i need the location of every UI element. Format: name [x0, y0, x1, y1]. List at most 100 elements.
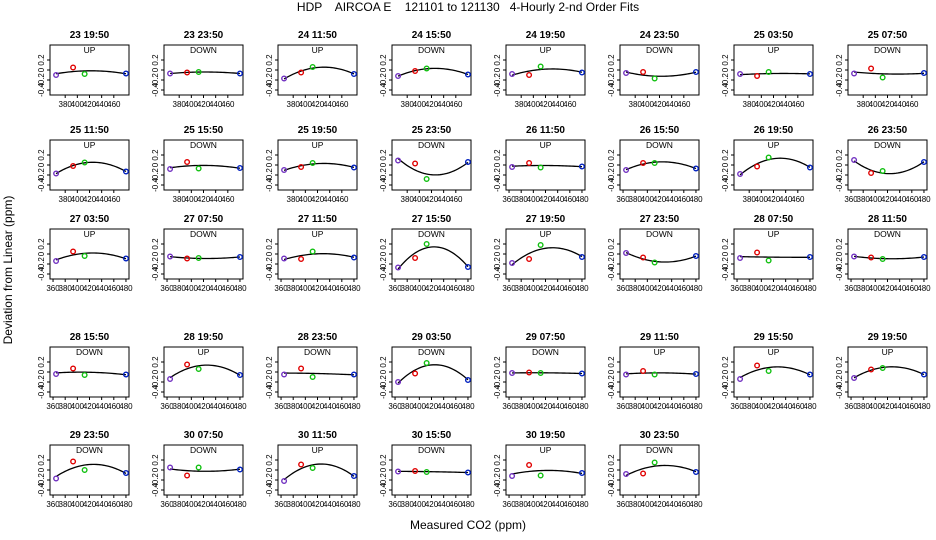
- x-tick-label: 460: [791, 284, 805, 293]
- data-point: [236, 466, 243, 473]
- x-tick-label: 360: [388, 402, 402, 411]
- data-point: [395, 379, 402, 386]
- x-tick-label: 400: [413, 100, 427, 109]
- data-point: [640, 368, 647, 375]
- y-tick-label: -0.2: [37, 73, 46, 87]
- x-tick-label: 400: [299, 195, 313, 204]
- panel: 29 15:50 UP -0.4-0.200.2 360380400420440460…: [721, 332, 817, 411]
- data-point: [412, 254, 419, 261]
- x-tick-label: 440: [95, 284, 109, 293]
- y-tick-label: 0: [37, 251, 46, 256]
- x-tick-label: 440: [209, 195, 223, 204]
- x-tick-label: 400: [185, 195, 199, 204]
- x-tick-label: 480: [119, 402, 133, 411]
- panel: 29 11:50 UP -0.4-0.200.2 360380400420440460…: [607, 332, 703, 411]
- panel: 29 19:50 UP -0.4-0.200.2 360380400420440460…: [835, 332, 931, 411]
- panel-direction-label: DOWN: [418, 229, 445, 239]
- x-tick-label: 420: [311, 402, 325, 411]
- data-point: [464, 158, 471, 165]
- panel-direction-label: DOWN: [646, 45, 673, 55]
- panel: 26 23:50DOWN-0.4-0.200.23603804004204404…: [835, 125, 931, 204]
- fit-curve: [626, 372, 697, 375]
- data-point: [423, 469, 430, 476]
- x-tick-label: 400: [755, 100, 769, 109]
- x-tick-label: 440: [665, 284, 679, 293]
- x-tick-label: 460: [677, 100, 691, 109]
- y-tick-label: 0: [265, 467, 274, 472]
- data-point: [526, 71, 533, 78]
- x-tick-label: 460: [107, 100, 121, 109]
- data-point: [623, 249, 630, 256]
- y-tick-label: 0: [493, 251, 502, 256]
- y-tick-label: 0.2: [37, 54, 46, 66]
- x-tick-label: 460: [449, 195, 463, 204]
- x-tick-label: 360: [844, 195, 858, 204]
- y-tick-label: -0.4: [607, 483, 616, 497]
- data-point: [464, 71, 471, 78]
- panel: 30 19:50 UP -0.4-0.200.2 360380400420440460…: [493, 430, 589, 509]
- x-tick-label: 360: [616, 402, 630, 411]
- panel-title: 27 15:50: [412, 214, 452, 225]
- fit-curve: [55, 252, 127, 261]
- x-tick-label: 360: [388, 284, 402, 293]
- data-point: [53, 475, 60, 482]
- x-tick-label: 420: [83, 195, 97, 204]
- x-tick-label: 420: [539, 500, 553, 509]
- data-point: [53, 71, 60, 78]
- x-tick-label: 440: [95, 100, 109, 109]
- y-tick-label: 0.2: [493, 356, 502, 368]
- x-tick-label: 480: [803, 402, 817, 411]
- x-tick-label: 460: [221, 402, 235, 411]
- x-tick-label: 420: [539, 402, 553, 411]
- panel-title: 23 19:50: [70, 30, 110, 41]
- x-tick-label: 360: [844, 402, 858, 411]
- x-tick-label: 360: [502, 500, 516, 509]
- x-tick-label: 380: [59, 195, 73, 204]
- x-tick-label: 400: [527, 100, 541, 109]
- x-tick-label: 400: [299, 100, 313, 109]
- data-point: [526, 462, 533, 469]
- data-point: [81, 252, 88, 259]
- x-tick-label: 420: [653, 500, 667, 509]
- y-tick-label: 0.2: [37, 454, 46, 466]
- y-tick-label: -0.4: [379, 385, 388, 399]
- fit-curve: [397, 158, 469, 176]
- fit-curve: [56, 371, 127, 376]
- panel-direction-label: DOWN: [874, 140, 901, 150]
- x-tick-label: 400: [527, 195, 541, 204]
- y-tick-label: -0.2: [151, 168, 160, 182]
- fit-curve: [169, 164, 241, 169]
- x-tick-label: 400: [527, 284, 541, 293]
- data-point: [81, 467, 88, 474]
- x-tick-label: 380: [401, 500, 415, 509]
- y-tick-label: 0.2: [151, 356, 160, 368]
- data-point: [236, 253, 243, 260]
- data-point: [509, 70, 516, 77]
- data-point: [167, 376, 174, 383]
- y-tick-label: -0.4: [151, 385, 160, 399]
- y-tick-label: 0: [151, 162, 160, 167]
- x-tick-label: 460: [791, 195, 805, 204]
- panel-direction-label: DOWN: [418, 347, 445, 357]
- x-tick-label: 460: [221, 500, 235, 509]
- panel-direction-label: UP: [84, 45, 96, 55]
- x-tick-label: 400: [71, 100, 85, 109]
- fit-curve: [283, 253, 355, 261]
- data-point: [236, 164, 243, 171]
- y-tick-label: 0: [151, 369, 160, 374]
- panel: 29 03:50DOWN-0.4-0.200.23603804004204404…: [379, 332, 475, 411]
- x-tick-label: 460: [791, 100, 805, 109]
- panel-direction-label: DOWN: [532, 347, 559, 357]
- x-tick-label: 460: [905, 284, 919, 293]
- data-point: [464, 377, 471, 384]
- data-point: [53, 371, 60, 378]
- x-tick-label: 420: [653, 100, 667, 109]
- y-tick-label: 0.2: [379, 356, 388, 368]
- data-point: [70, 458, 77, 465]
- x-tick-label: 460: [221, 100, 235, 109]
- data-point: [526, 159, 533, 166]
- data-point: [350, 70, 357, 77]
- panel-direction-label: UP: [654, 347, 666, 357]
- panel-direction-label: DOWN: [646, 140, 673, 150]
- x-tick-label: 400: [299, 402, 313, 411]
